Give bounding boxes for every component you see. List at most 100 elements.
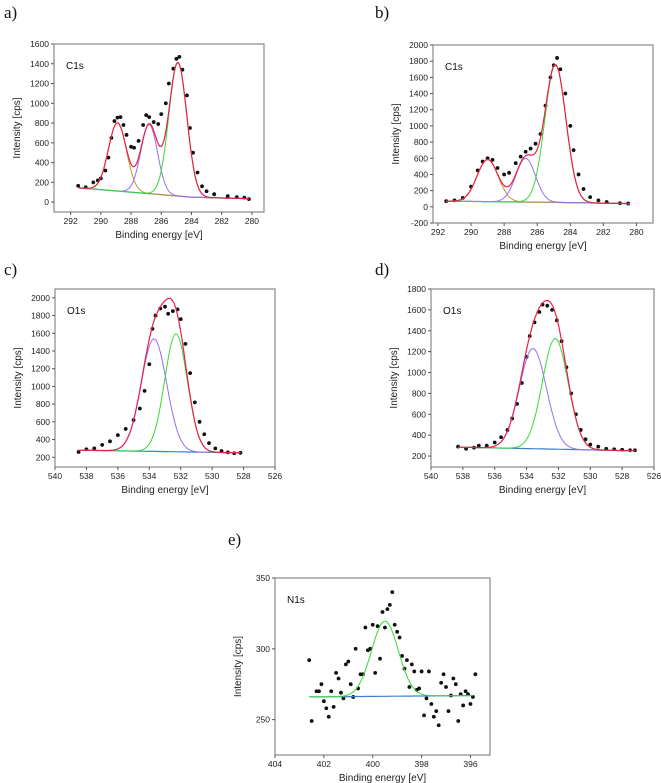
data-point bbox=[555, 56, 559, 60]
data-point bbox=[346, 659, 351, 664]
data-point bbox=[207, 441, 211, 445]
data-point bbox=[385, 607, 390, 612]
data-point bbox=[499, 435, 503, 440]
data-point bbox=[142, 388, 147, 393]
panel-o1s-3: d) 540 538 536 534 532 530 528 526 200 400 600 800 10… bbox=[375, 260, 661, 496]
data-point bbox=[144, 113, 149, 118]
data-point bbox=[132, 145, 136, 150]
y-tick-label: 1400 bbox=[30, 59, 49, 69]
data-point bbox=[108, 439, 112, 444]
y-tick-label: 1800 bbox=[31, 311, 50, 321]
data-point bbox=[588, 442, 593, 447]
data-point bbox=[163, 304, 167, 309]
y-tick-label: 1200 bbox=[31, 364, 50, 374]
y-axis-label: Intensity [cps] bbox=[389, 347, 400, 408]
x-tick-label: 532 bbox=[174, 471, 188, 481]
x-tick-label: 396 bbox=[463, 759, 477, 769]
panel-c1s-0: a) 292 290 288 286 284 282 280 0 200 400 600 800 1000… bbox=[4, 3, 265, 241]
data-point bbox=[106, 155, 111, 160]
x-tick-label: 292 bbox=[431, 227, 445, 237]
data-point bbox=[392, 622, 397, 627]
region-label: N1s bbox=[287, 595, 305, 606]
data-point bbox=[373, 670, 378, 675]
y-tick-label: 0 bbox=[423, 202, 428, 212]
data-point bbox=[197, 419, 202, 424]
panel-n1s-4: e) 404 402 400 398 396 250 300 350 Binding energy… bbox=[228, 530, 491, 783]
data-point bbox=[412, 669, 417, 674]
y-tick-label: 400 bbox=[35, 158, 49, 168]
y-tick-label: 1600 bbox=[407, 305, 426, 315]
y-tick-label: 1400 bbox=[31, 346, 50, 356]
data-point bbox=[353, 646, 358, 651]
y-tick-label: 350 bbox=[256, 573, 270, 583]
y-axis-label: Intensity [cps] bbox=[12, 97, 23, 158]
x-tick-label: 540 bbox=[424, 471, 438, 481]
data-point bbox=[417, 686, 422, 691]
envelope-fit-line bbox=[78, 297, 241, 454]
data-point bbox=[513, 161, 518, 166]
y-tick-label: -200 bbox=[411, 218, 428, 228]
data-point bbox=[387, 603, 392, 607]
region-label: O1s bbox=[67, 306, 85, 317]
data-point bbox=[121, 123, 126, 127]
y-tick-label: 800 bbox=[35, 118, 49, 128]
data-point bbox=[188, 126, 192, 130]
data-point bbox=[202, 432, 207, 437]
x-tick-label: 538 bbox=[79, 471, 93, 481]
data-point bbox=[118, 115, 123, 120]
data-point bbox=[380, 610, 385, 614]
x-tick-label: 282 bbox=[596, 227, 610, 237]
data-point bbox=[115, 115, 120, 120]
data-point bbox=[563, 91, 568, 96]
data-point bbox=[537, 310, 542, 314]
data-point bbox=[195, 170, 200, 175]
data-point bbox=[307, 658, 312, 663]
data-point bbox=[507, 170, 511, 175]
panel-label: e) bbox=[228, 530, 241, 549]
data-point bbox=[191, 150, 195, 155]
data-point bbox=[174, 56, 179, 61]
data-point bbox=[336, 676, 341, 681]
data-point bbox=[558, 67, 563, 72]
data-point bbox=[422, 713, 426, 718]
data-point bbox=[424, 696, 429, 701]
data-point bbox=[76, 183, 81, 188]
x-tick-label: 404 bbox=[268, 759, 282, 769]
x-axis-label: Binding energy [eV] bbox=[499, 241, 587, 252]
data-point bbox=[596, 198, 601, 203]
region-label: O1s bbox=[443, 306, 461, 317]
x-tick-label: 526 bbox=[647, 471, 661, 481]
data-point bbox=[378, 656, 382, 661]
data-point bbox=[375, 624, 380, 629]
data-point bbox=[324, 706, 329, 711]
y-tick-label: 800 bbox=[414, 137, 428, 147]
x-tick-label: 288 bbox=[124, 216, 138, 226]
data-point bbox=[225, 194, 230, 199]
data-point bbox=[545, 303, 550, 308]
data-point bbox=[427, 669, 431, 674]
component-peak-288.9 bbox=[78, 122, 249, 200]
y-tick-label: 1000 bbox=[409, 121, 428, 131]
y-tick-label: 600 bbox=[412, 409, 426, 419]
y-tick-label: 1600 bbox=[31, 328, 50, 338]
data-point bbox=[178, 317, 183, 322]
y-tick-label: 600 bbox=[36, 417, 50, 427]
y-tick-label: 200 bbox=[414, 186, 428, 196]
data-point bbox=[238, 450, 243, 455]
envelope-fit-line bbox=[446, 63, 630, 205]
x-tick-label: 538 bbox=[456, 471, 470, 481]
y-tick-label: 1000 bbox=[31, 381, 50, 391]
region-label: C1s bbox=[445, 62, 463, 73]
y-tick-label: 2000 bbox=[31, 293, 50, 303]
data-point bbox=[533, 141, 538, 146]
y-tick-label: 1400 bbox=[407, 326, 426, 336]
panel-o1s-2: c) 540 538 536 534 532 530 528 526 200 400 600 800 10… bbox=[4, 260, 282, 496]
y-tick-label: 1600 bbox=[409, 72, 428, 82]
data-point bbox=[151, 120, 156, 124]
y-tick-label: 200 bbox=[35, 177, 49, 187]
data-point bbox=[170, 309, 175, 314]
panel-c1s-1: b) 292 290 288 286 284 282 280 -200 0 200 400 600 800… bbox=[375, 3, 654, 252]
data-point bbox=[123, 427, 128, 431]
region-label: C1s bbox=[66, 61, 84, 72]
